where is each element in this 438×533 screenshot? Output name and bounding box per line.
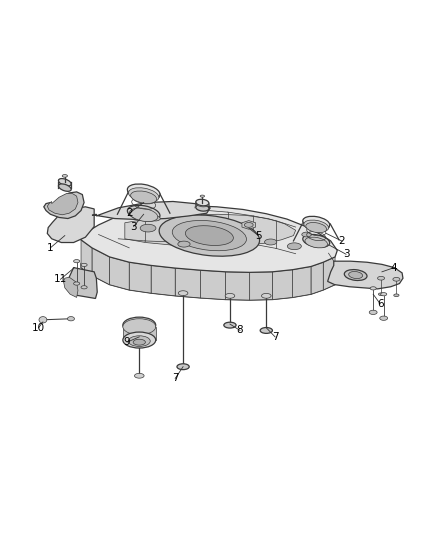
Ellipse shape <box>303 217 330 230</box>
Ellipse shape <box>244 223 253 228</box>
Ellipse shape <box>140 224 156 232</box>
Polygon shape <box>81 233 337 300</box>
Text: 1: 1 <box>47 243 54 253</box>
Text: 5: 5 <box>255 231 262 240</box>
Ellipse shape <box>303 235 330 247</box>
Polygon shape <box>226 272 250 300</box>
Ellipse shape <box>39 317 47 323</box>
Polygon shape <box>92 201 210 220</box>
Ellipse shape <box>67 317 74 321</box>
Ellipse shape <box>265 239 277 245</box>
Ellipse shape <box>123 332 156 348</box>
Polygon shape <box>81 206 337 272</box>
Ellipse shape <box>380 316 388 320</box>
Ellipse shape <box>74 260 80 263</box>
Ellipse shape <box>128 336 150 346</box>
Ellipse shape <box>81 263 87 266</box>
Ellipse shape <box>177 364 189 370</box>
Text: 7: 7 <box>172 374 179 383</box>
Ellipse shape <box>81 286 87 289</box>
Ellipse shape <box>303 216 330 229</box>
Ellipse shape <box>369 310 377 314</box>
Text: 9: 9 <box>124 337 131 347</box>
Polygon shape <box>250 272 272 300</box>
Ellipse shape <box>349 271 363 279</box>
Ellipse shape <box>134 373 144 378</box>
Text: 4: 4 <box>391 263 398 272</box>
Ellipse shape <box>196 200 209 207</box>
Ellipse shape <box>302 232 311 237</box>
Polygon shape <box>47 193 78 215</box>
Polygon shape <box>69 268 97 298</box>
Polygon shape <box>293 266 311 297</box>
Ellipse shape <box>378 276 385 280</box>
Polygon shape <box>175 268 201 298</box>
Ellipse shape <box>381 293 387 296</box>
Ellipse shape <box>58 184 71 191</box>
Polygon shape <box>323 257 335 290</box>
Polygon shape <box>125 214 296 246</box>
Ellipse shape <box>196 199 209 206</box>
Text: 3: 3 <box>130 222 137 231</box>
Ellipse shape <box>127 185 160 201</box>
Ellipse shape <box>225 293 235 298</box>
Text: 6: 6 <box>377 299 384 309</box>
Polygon shape <box>328 261 403 289</box>
Ellipse shape <box>305 237 328 248</box>
Ellipse shape <box>131 191 157 204</box>
Text: 7: 7 <box>272 332 279 342</box>
Ellipse shape <box>172 221 247 251</box>
Ellipse shape <box>178 241 190 247</box>
Ellipse shape <box>178 291 188 295</box>
Text: 8: 8 <box>237 326 244 335</box>
Ellipse shape <box>130 208 158 222</box>
Polygon shape <box>123 327 156 340</box>
Ellipse shape <box>151 216 160 221</box>
Ellipse shape <box>133 340 145 345</box>
Ellipse shape <box>159 215 260 256</box>
Ellipse shape <box>224 322 236 328</box>
Polygon shape <box>110 257 129 290</box>
Polygon shape <box>242 221 256 229</box>
Text: 3: 3 <box>343 249 350 259</box>
Ellipse shape <box>74 282 80 285</box>
Polygon shape <box>311 262 323 294</box>
Ellipse shape <box>344 270 367 280</box>
Ellipse shape <box>58 179 71 186</box>
Ellipse shape <box>287 243 301 249</box>
Polygon shape <box>44 192 84 219</box>
Ellipse shape <box>185 225 233 246</box>
Text: 10: 10 <box>32 323 45 333</box>
Ellipse shape <box>393 277 400 281</box>
Ellipse shape <box>306 222 327 233</box>
Polygon shape <box>129 262 151 293</box>
Polygon shape <box>201 270 226 300</box>
Ellipse shape <box>62 175 67 177</box>
Ellipse shape <box>128 188 159 203</box>
Ellipse shape <box>123 319 156 335</box>
Text: 2: 2 <box>126 208 133 218</box>
Ellipse shape <box>378 293 384 296</box>
Ellipse shape <box>200 195 205 197</box>
Polygon shape <box>151 265 175 296</box>
Text: 11: 11 <box>54 274 67 284</box>
Text: 2: 2 <box>338 236 345 246</box>
Ellipse shape <box>260 327 272 334</box>
Ellipse shape <box>127 205 160 221</box>
Polygon shape <box>47 207 94 243</box>
Ellipse shape <box>196 205 209 211</box>
Ellipse shape <box>394 294 399 297</box>
Polygon shape <box>81 240 92 276</box>
Ellipse shape <box>370 287 376 290</box>
Ellipse shape <box>304 220 328 232</box>
Ellipse shape <box>127 184 160 200</box>
Ellipse shape <box>123 317 156 333</box>
Polygon shape <box>64 277 78 297</box>
Ellipse shape <box>261 293 271 298</box>
Polygon shape <box>272 270 293 300</box>
Polygon shape <box>92 248 110 285</box>
